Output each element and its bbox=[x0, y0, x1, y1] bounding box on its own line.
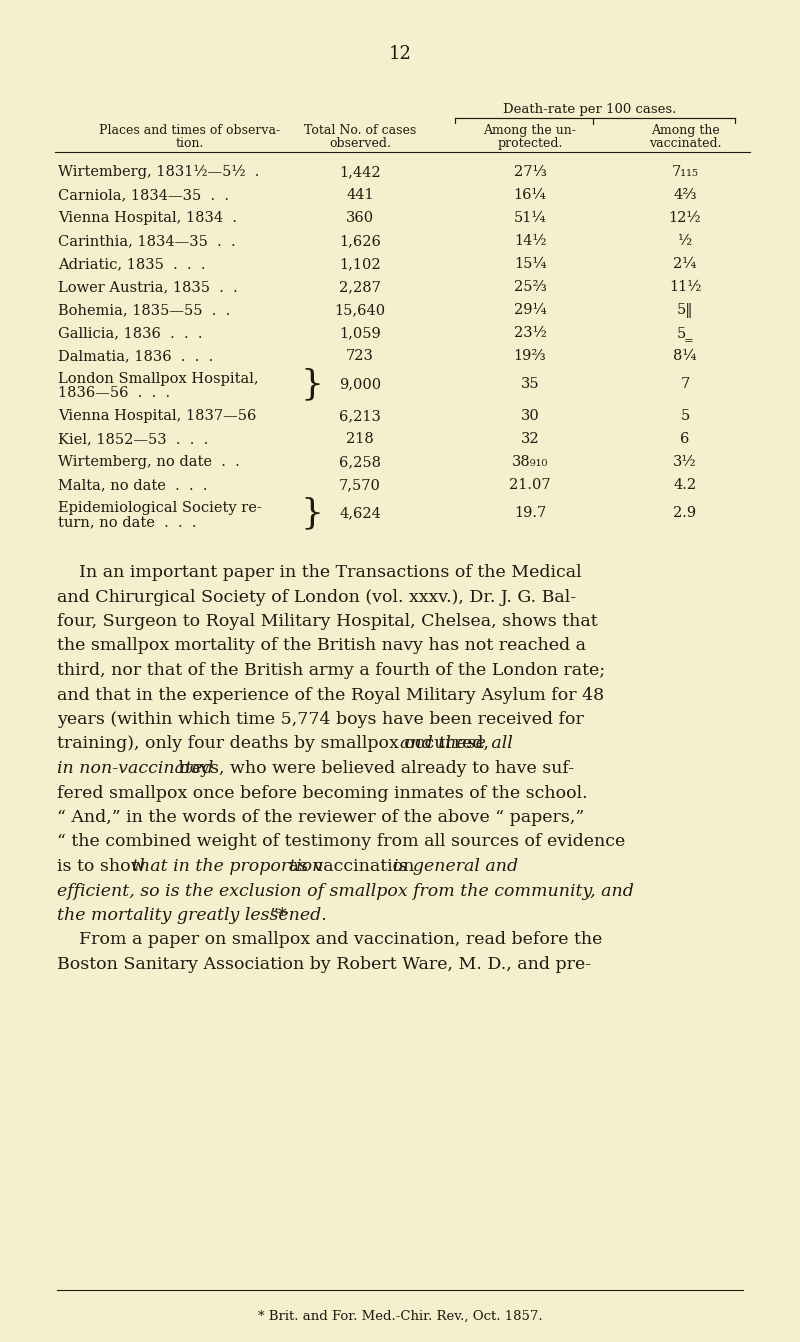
Text: 4.2: 4.2 bbox=[674, 478, 697, 493]
Text: ½: ½ bbox=[678, 234, 692, 248]
Text: 29¼: 29¼ bbox=[514, 303, 546, 317]
Text: 5: 5 bbox=[680, 409, 690, 423]
Text: 11½: 11½ bbox=[669, 280, 701, 294]
Text: 1836—56  .  .  .: 1836—56 . . . bbox=[58, 386, 170, 400]
Text: Dalmatia, 1836  .  .  .: Dalmatia, 1836 . . . bbox=[58, 349, 214, 362]
Text: training), only four deaths by smallpox occurred,: training), only four deaths by smallpox … bbox=[57, 735, 494, 753]
Text: 15¼: 15¼ bbox=[514, 258, 546, 271]
Text: observed.: observed. bbox=[329, 137, 391, 150]
Text: 35: 35 bbox=[521, 377, 539, 391]
Text: 1,059: 1,059 bbox=[339, 326, 381, 340]
Text: 7: 7 bbox=[680, 377, 690, 391]
Text: 5‖: 5‖ bbox=[677, 303, 694, 318]
Text: Carniola, 1834—35  .  .: Carniola, 1834—35 . . bbox=[58, 188, 229, 203]
Text: “ And,” in the words of the reviewer of the above “ papers,”: “ And,” in the words of the reviewer of … bbox=[57, 809, 584, 825]
Text: 360: 360 bbox=[346, 211, 374, 225]
Text: 441: 441 bbox=[346, 188, 374, 203]
Text: Malta, no date  .  .  .: Malta, no date . . . bbox=[58, 478, 207, 493]
Text: 23½: 23½ bbox=[514, 326, 546, 340]
Text: Death-rate per 100 cases.: Death-rate per 100 cases. bbox=[503, 103, 677, 115]
Text: that in the proportion: that in the proportion bbox=[132, 858, 324, 875]
Text: 14½: 14½ bbox=[514, 234, 546, 248]
Text: 19⅔: 19⅔ bbox=[514, 349, 546, 362]
Text: tion.: tion. bbox=[176, 137, 204, 150]
Text: Epidemiological Society re-: Epidemiological Society re- bbox=[58, 501, 262, 515]
Text: 2¼: 2¼ bbox=[674, 258, 697, 271]
Text: 7₁₁₅: 7₁₁₅ bbox=[671, 165, 698, 178]
Text: 8¼: 8¼ bbox=[674, 349, 697, 362]
Text: Kiel, 1852—53  .  .  .: Kiel, 1852—53 . . . bbox=[58, 432, 208, 446]
Text: 30: 30 bbox=[521, 409, 539, 423]
Text: and these all: and these all bbox=[399, 735, 512, 753]
Text: third, nor that of the British army a fourth of the London rate;: third, nor that of the British army a fo… bbox=[57, 662, 605, 679]
Text: 1,626: 1,626 bbox=[339, 234, 381, 248]
Text: Wirtemberg, 1831½—5½  .: Wirtemberg, 1831½—5½ . bbox=[58, 165, 259, 180]
Text: protected.: protected. bbox=[498, 137, 562, 150]
Text: as vaccination: as vaccination bbox=[283, 858, 420, 875]
Text: 21.07: 21.07 bbox=[509, 478, 551, 493]
Text: Lower Austria, 1835  .  .: Lower Austria, 1835 . . bbox=[58, 280, 238, 294]
Text: 7,570: 7,570 bbox=[339, 478, 381, 493]
Text: 6: 6 bbox=[680, 432, 690, 446]
Text: Boston Sanitary Association by Robert Ware, M. D., and pre-: Boston Sanitary Association by Robert Wa… bbox=[57, 956, 591, 973]
Text: Total No. of cases: Total No. of cases bbox=[304, 123, 416, 137]
Text: 6,258: 6,258 bbox=[339, 455, 381, 468]
Text: four, Surgeon to Royal Military Hospital, Chelsea, shows that: four, Surgeon to Royal Military Hospital… bbox=[57, 613, 598, 629]
Text: “ the combined weight of testimony from all sources of evidence: “ the combined weight of testimony from … bbox=[57, 833, 626, 851]
Text: is general and: is general and bbox=[393, 858, 518, 875]
Text: 6,213: 6,213 bbox=[339, 409, 381, 423]
Text: Among the un-: Among the un- bbox=[483, 123, 577, 137]
Text: 1,442: 1,442 bbox=[339, 165, 381, 178]
Text: ”*: ”* bbox=[270, 907, 287, 925]
Text: In an important paper in the Transactions of the Medical: In an important paper in the Transaction… bbox=[57, 564, 582, 581]
Text: 1,102: 1,102 bbox=[339, 258, 381, 271]
Text: 218: 218 bbox=[346, 432, 374, 446]
Text: From a paper on smallpox and vaccination, read before the: From a paper on smallpox and vaccination… bbox=[57, 931, 602, 949]
Text: 4,624: 4,624 bbox=[339, 506, 381, 519]
Text: 4⅔: 4⅔ bbox=[674, 188, 697, 203]
Text: Vienna Hospital, 1834  .: Vienna Hospital, 1834 . bbox=[58, 211, 237, 225]
Text: 723: 723 bbox=[346, 349, 374, 362]
Text: years (within which time 5,774 boys have been received for: years (within which time 5,774 boys have… bbox=[57, 711, 584, 727]
Text: vaccinated.: vaccinated. bbox=[649, 137, 722, 150]
Text: Gallicia, 1836  .  .  .: Gallicia, 1836 . . . bbox=[58, 326, 202, 340]
Text: 12½: 12½ bbox=[669, 211, 702, 225]
Text: 25⅔: 25⅔ bbox=[514, 280, 546, 294]
Text: * Brit. and For. Med.-Chir. Rev., Oct. 1857.: * Brit. and For. Med.-Chir. Rev., Oct. 1… bbox=[258, 1310, 542, 1323]
Text: 38₉₁₀: 38₉₁₀ bbox=[512, 455, 548, 468]
Text: and that in the experience of the Royal Military Asylum for 48: and that in the experience of the Royal … bbox=[57, 687, 604, 703]
Text: Vienna Hospital, 1837—56: Vienna Hospital, 1837—56 bbox=[58, 409, 256, 423]
Text: turn, no date  .  .  .: turn, no date . . . bbox=[58, 515, 197, 529]
Text: 3½: 3½ bbox=[674, 455, 697, 468]
Text: 16¼: 16¼ bbox=[514, 188, 546, 203]
Text: 2,287: 2,287 bbox=[339, 280, 381, 294]
Text: 5‗: 5‗ bbox=[677, 326, 694, 341]
Text: Bohemia, 1835—55  .  .: Bohemia, 1835—55 . . bbox=[58, 303, 230, 317]
Text: fered smallpox once before becoming inmates of the school.: fered smallpox once before becoming inma… bbox=[57, 785, 588, 801]
Text: 51¼: 51¼ bbox=[514, 211, 546, 225]
Text: 15,640: 15,640 bbox=[334, 303, 386, 317]
Text: Carinthia, 1834—35  .  .: Carinthia, 1834—35 . . bbox=[58, 234, 236, 248]
Text: }: } bbox=[300, 366, 323, 401]
Text: Places and times of observa-: Places and times of observa- bbox=[99, 123, 281, 137]
Text: is to show: is to show bbox=[57, 858, 151, 875]
Text: 19.7: 19.7 bbox=[514, 506, 546, 519]
Text: the mortality greatly lessened.: the mortality greatly lessened. bbox=[57, 907, 326, 925]
Text: London Smallpox Hospital,: London Smallpox Hospital, bbox=[58, 372, 258, 386]
Text: Wirtemberg, no date  .  .: Wirtemberg, no date . . bbox=[58, 455, 240, 468]
Text: in non-vaccinated: in non-vaccinated bbox=[57, 760, 214, 777]
Text: boys, who were believed already to have suf-: boys, who were believed already to have … bbox=[174, 760, 574, 777]
Text: efficient, so is the exclusion of smallpox from the community, and: efficient, so is the exclusion of smallp… bbox=[57, 883, 634, 899]
Text: 2.9: 2.9 bbox=[674, 506, 697, 519]
Text: 9,000: 9,000 bbox=[339, 377, 381, 391]
Text: 32: 32 bbox=[521, 432, 539, 446]
Text: the smallpox mortality of the British navy has not reached a: the smallpox mortality of the British na… bbox=[57, 637, 586, 655]
Text: }: } bbox=[300, 497, 323, 530]
Text: Among the: Among the bbox=[650, 123, 719, 137]
Text: and Chirurgical Society of London (vol. xxxv.), Dr. J. G. Bal-: and Chirurgical Society of London (vol. … bbox=[57, 589, 576, 605]
Text: 12: 12 bbox=[389, 46, 411, 63]
Text: Adriatic, 1835  .  .  .: Adriatic, 1835 . . . bbox=[58, 258, 206, 271]
Text: 27⅓: 27⅓ bbox=[514, 165, 546, 178]
